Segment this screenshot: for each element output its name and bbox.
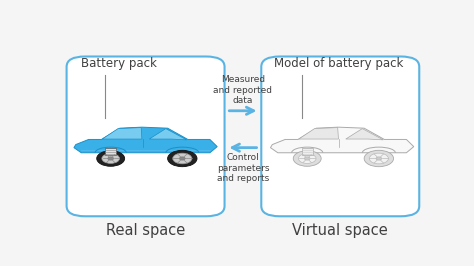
Circle shape	[97, 151, 125, 166]
Bar	[301, 148, 313, 155]
Circle shape	[364, 150, 393, 167]
Text: Virtual space: Virtual space	[292, 223, 388, 238]
Polygon shape	[102, 128, 142, 139]
Circle shape	[304, 157, 310, 160]
Circle shape	[369, 153, 388, 164]
Circle shape	[173, 153, 192, 164]
Polygon shape	[74, 127, 217, 153]
Circle shape	[108, 157, 114, 160]
Polygon shape	[299, 128, 338, 139]
Circle shape	[293, 151, 321, 166]
FancyBboxPatch shape	[261, 56, 419, 216]
Circle shape	[168, 150, 197, 167]
Circle shape	[102, 153, 119, 163]
Polygon shape	[271, 127, 414, 153]
Text: Real space: Real space	[106, 223, 185, 238]
Circle shape	[179, 157, 185, 160]
Text: Battery pack: Battery pack	[82, 57, 157, 70]
Text: Measured
and reported
data: Measured and reported data	[213, 75, 273, 105]
FancyBboxPatch shape	[66, 56, 225, 216]
Polygon shape	[346, 128, 383, 140]
Polygon shape	[149, 128, 187, 140]
Text: Model of battery pack: Model of battery pack	[274, 57, 403, 70]
Bar	[105, 148, 116, 155]
Circle shape	[376, 157, 382, 160]
Circle shape	[299, 153, 316, 163]
Text: Control
parameters
and reports: Control parameters and reports	[217, 153, 269, 183]
